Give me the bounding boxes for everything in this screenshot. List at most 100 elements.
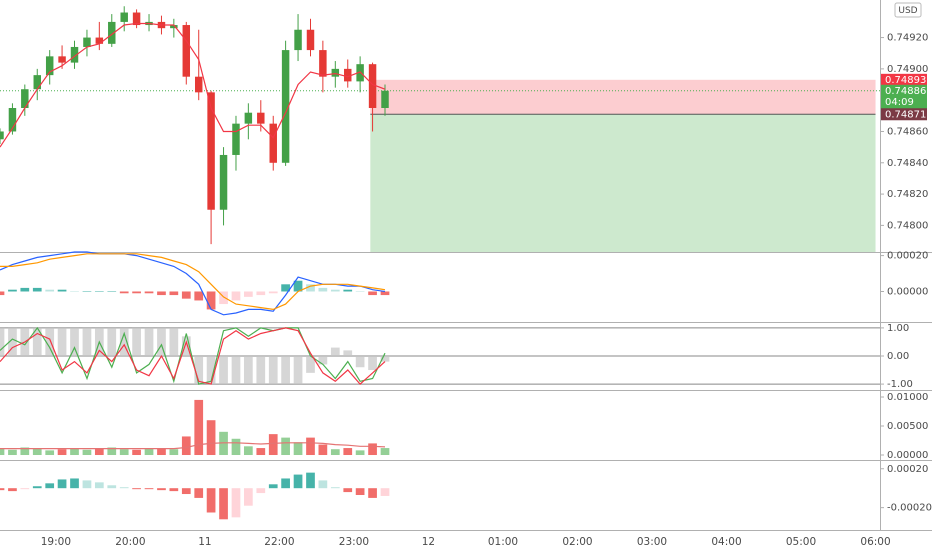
candle-body — [257, 112, 265, 124]
indicator-bar — [82, 291, 92, 292]
indicator-bar — [306, 437, 315, 456]
y-tick-label: -1.00 — [887, 379, 913, 390]
indicator-bar — [107, 447, 117, 456]
indicator-bar — [330, 347, 340, 356]
indicator-bar — [132, 327, 141, 356]
indicator-bar — [293, 474, 303, 489]
price-tag — [881, 108, 927, 121]
indicator-bar — [231, 356, 241, 385]
indicator-bar — [94, 448, 104, 456]
indicator-bar — [281, 437, 290, 456]
indicator-bar — [45, 450, 55, 456]
candle-body — [108, 21, 116, 44]
y-tick-label: 0.74920 — [887, 33, 928, 44]
indicator-bar — [318, 356, 328, 365]
indicator-bar — [293, 356, 303, 385]
indicator-bar — [368, 443, 377, 456]
indicator-bar — [256, 356, 266, 385]
indicator-bar — [8, 449, 17, 456]
x-tick-label: 20:00 — [115, 536, 145, 548]
y-tick-label: 0.74860 — [887, 126, 928, 137]
indicator-bar — [330, 449, 340, 456]
indicator-bar — [0, 448, 5, 456]
x-tick-label: 02:00 — [562, 536, 592, 548]
indicator-bar — [306, 472, 315, 489]
indicator-bar — [144, 448, 154, 456]
indicator-bar — [243, 356, 253, 385]
indicator-bar — [368, 291, 377, 296]
y-tick-label: 0.74800 — [887, 220, 928, 231]
indicator-bar — [380, 448, 390, 456]
candle-body — [83, 37, 91, 47]
price-tag-label: 0.74886 — [885, 86, 926, 97]
price-tag — [881, 84, 927, 109]
indicator-line — [0, 253, 386, 311]
candle-body — [281, 50, 290, 163]
indicator-bar — [57, 289, 67, 292]
indicator-line — [0, 251, 386, 316]
price-tag-label: 0.74893 — [885, 75, 926, 86]
indicator-bar — [343, 488, 353, 493]
indicator-bar — [157, 291, 166, 296]
indicator-bar — [70, 327, 79, 356]
indicator-bar — [132, 291, 141, 294]
indicator-bar — [20, 447, 30, 456]
indicator-bar — [231, 291, 241, 301]
indicator-bar — [293, 280, 303, 292]
x-tick-label: 01:00 — [488, 536, 518, 548]
indicator-bar — [268, 484, 278, 489]
currency-box — [894, 2, 922, 18]
candle-body — [70, 46, 79, 63]
indicator-bar — [70, 291, 79, 292]
pane — [0, 472, 390, 520]
indicator-bar — [355, 450, 365, 456]
stop-zone — [370, 79, 876, 115]
candle-body — [381, 90, 389, 108]
x-tick-label: 12 — [422, 536, 435, 548]
candle-body — [232, 123, 240, 155]
candle-body — [45, 56, 54, 76]
indicator-bar — [206, 356, 216, 385]
indicator-bar — [194, 488, 204, 498]
x-tick-label: 06:00 — [860, 536, 890, 548]
indicator-bar — [231, 488, 241, 518]
indicator-bar — [181, 436, 191, 456]
candle-body — [182, 25, 191, 77]
y-tick-label: 0.01000 — [887, 392, 928, 403]
y-tick-label: 0.74900 — [887, 64, 928, 75]
indicator-bar — [132, 449, 141, 456]
indicator-bar — [256, 488, 266, 494]
indicator-bar — [380, 488, 390, 496]
x-tick-label: 19:00 — [41, 536, 71, 548]
candle-body — [368, 64, 377, 108]
indicator-bar — [243, 446, 253, 456]
indicator-line — [0, 442, 386, 450]
indicator-bar — [343, 350, 353, 356]
target-zone — [370, 114, 876, 252]
indicator-bar — [119, 487, 129, 489]
indicator-bar — [318, 287, 328, 292]
candle-body — [120, 12, 128, 22]
indicator-bar — [343, 289, 353, 292]
indicator-bar — [107, 485, 117, 489]
indicator-bar — [181, 488, 191, 495]
candle-body — [8, 108, 17, 132]
indicator-bar — [82, 327, 92, 356]
indicator-bar — [157, 488, 166, 491]
candle-body — [58, 56, 66, 63]
indicator-bar — [231, 438, 241, 456]
indicator-bar — [132, 488, 141, 490]
indicator-bar — [256, 448, 266, 456]
indicator-bar — [306, 356, 315, 373]
indicator-bar — [281, 284, 290, 292]
pane — [0, 251, 390, 316]
x-tick-label: 05:00 — [786, 536, 816, 548]
y-tick-label: -0.00020 — [887, 503, 932, 514]
indicator-bar — [318, 444, 328, 456]
pane-separators — [0, 0, 932, 531]
indicator-bar — [256, 291, 266, 296]
candle-body — [319, 50, 327, 77]
indicator-bar — [169, 449, 179, 456]
candle-body — [21, 89, 29, 108]
indicator-bar — [306, 284, 315, 292]
